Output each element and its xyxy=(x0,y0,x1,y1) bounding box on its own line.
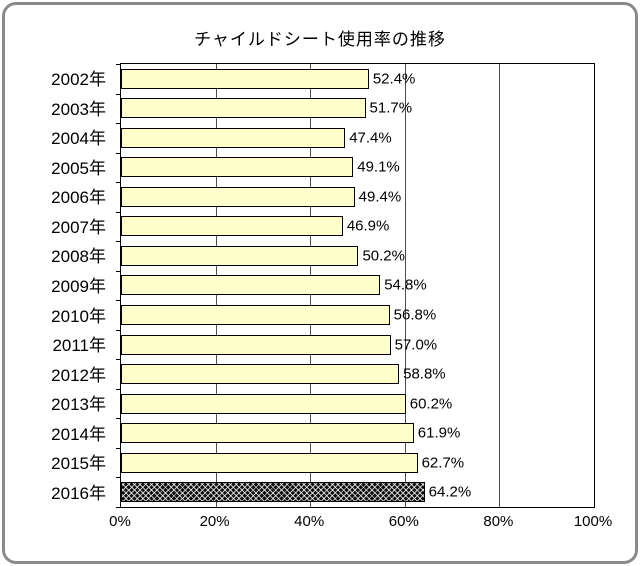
bar-2008年 xyxy=(121,245,359,266)
bar-row: 60.2% xyxy=(121,389,594,419)
bar-row: 56.8% xyxy=(121,300,594,330)
y-axis-tick xyxy=(116,507,121,508)
bar-row: 62.7% xyxy=(121,448,594,478)
bar-row: 49.4% xyxy=(121,182,594,212)
y-axis-tick xyxy=(116,211,121,213)
bar-2002年 xyxy=(121,68,369,89)
bar-2013年 xyxy=(121,393,406,414)
bar-value-label: 64.2% xyxy=(428,483,472,501)
bar-row: 50.2% xyxy=(121,241,594,271)
bar-2015年 xyxy=(121,452,418,473)
y-axis-label-2014年: 2014年 xyxy=(51,424,106,444)
x-axis-label-0%: 0% xyxy=(109,513,131,530)
gridline-80% xyxy=(499,64,501,507)
y-axis-label-2003年: 2003年 xyxy=(51,99,106,119)
bar-2011年 xyxy=(121,334,391,355)
y-axis-label-2002年: 2002年 xyxy=(51,70,106,90)
bar-row: 52.4% xyxy=(121,64,594,94)
y-axis-label-2011年: 2011年 xyxy=(52,336,106,356)
bar-2012年 xyxy=(121,364,400,385)
y-axis-label-2006年: 2006年 xyxy=(51,188,106,208)
x-axis-label-60%: 60% xyxy=(388,513,419,530)
bar-2009年 xyxy=(121,275,381,296)
bar-value-label: 61.9% xyxy=(417,424,461,442)
y-axis-label-2008年: 2008年 xyxy=(51,247,106,267)
y-axis-tick xyxy=(116,182,121,184)
gridline-60% xyxy=(404,64,406,507)
bar-value-label: 49.1% xyxy=(357,158,400,176)
bar-row: 58.8% xyxy=(121,359,594,389)
y-axis-label-2016年: 2016年 xyxy=(51,483,106,503)
y-axis-tick xyxy=(116,329,121,331)
y-axis-label-2007年: 2007年 xyxy=(51,217,106,237)
bar-2006年 xyxy=(121,186,355,207)
y-axis-tick xyxy=(116,152,121,154)
bar-2016年 xyxy=(121,482,425,503)
bar-value-label: 50.2% xyxy=(362,247,405,265)
y-axis-label-2010年: 2010年 xyxy=(51,306,106,326)
x-axis-label-40%: 40% xyxy=(294,513,325,530)
y-axis-tick xyxy=(116,359,121,361)
y-axis-tick xyxy=(116,123,121,125)
bar-row: 46.9% xyxy=(121,212,594,242)
bar-2014年 xyxy=(121,423,414,444)
y-axis-label-2013年: 2013年 xyxy=(51,395,106,415)
y-axis-label-2004年: 2004年 xyxy=(51,129,106,149)
y-axis-tick xyxy=(116,270,121,272)
y-axis-tick xyxy=(116,300,121,302)
bar-row: 61.9% xyxy=(121,418,594,448)
y-axis-label-2005年: 2005年 xyxy=(51,158,106,178)
plot-area: 52.4% 51.7% 47.4% 49.1% 49.4% 46.9% 50.2% 54.8%… xyxy=(116,63,595,508)
x-axis-label-100%: 100% xyxy=(573,513,613,530)
bar-value-label: 47.4% xyxy=(349,129,392,147)
y-axis-tick xyxy=(116,388,121,390)
chart-title: チャイルドシート使用率の推移 xyxy=(194,30,446,49)
bar-row: 64.2% xyxy=(121,477,594,507)
bar-2007年 xyxy=(121,216,343,237)
bar-value-label: 60.2% xyxy=(409,395,453,413)
bar-value-label: 56.8% xyxy=(393,306,437,324)
y-axis-tick xyxy=(116,477,121,479)
bar-value-label: 51.7% xyxy=(369,99,413,117)
y-axis-tick xyxy=(116,447,121,449)
bar-row: 57.0% xyxy=(121,330,594,360)
x-axis-label-80%: 80% xyxy=(483,513,514,530)
bar-value-label: 62.7% xyxy=(421,454,465,472)
x-axis-label-20%: 20% xyxy=(199,513,230,530)
bar-row: 54.8% xyxy=(121,271,594,301)
y-axis-tick xyxy=(116,418,121,420)
y-axis-tick xyxy=(116,241,121,243)
y-axis-labels: 2002年 2003年 2004年 2005年 2006年 2007年 2008年 2009年… xyxy=(5,63,113,506)
bar-2004年 xyxy=(121,127,346,148)
bar-2005年 xyxy=(121,157,354,178)
y-axis-label-2015年: 2015年 xyxy=(51,454,106,474)
bar-row: 47.4% xyxy=(121,123,594,153)
bar-row: 51.7% xyxy=(121,94,594,124)
y-axis-tick xyxy=(116,93,121,95)
bar-value-label: 46.9% xyxy=(346,217,390,235)
y-axis-label-2009年: 2009年 xyxy=(51,276,106,296)
bar-value-label: 58.8% xyxy=(403,365,446,383)
bar-2003年 xyxy=(121,98,366,119)
bar-value-label: 54.8% xyxy=(384,276,427,294)
x-axis-labels: 0% 20% 40% 60% 80% 100% xyxy=(109,513,612,533)
bar-value-label: 52.4% xyxy=(372,70,416,88)
bar-value-label: 57.0% xyxy=(394,336,438,354)
y-axis-label-2012年: 2012年 xyxy=(51,365,106,385)
bar-2010年 xyxy=(121,305,390,326)
bar-value-label: 49.4% xyxy=(358,188,402,206)
bar-row: 49.1% xyxy=(121,153,594,183)
y-axis-tick xyxy=(116,64,121,65)
